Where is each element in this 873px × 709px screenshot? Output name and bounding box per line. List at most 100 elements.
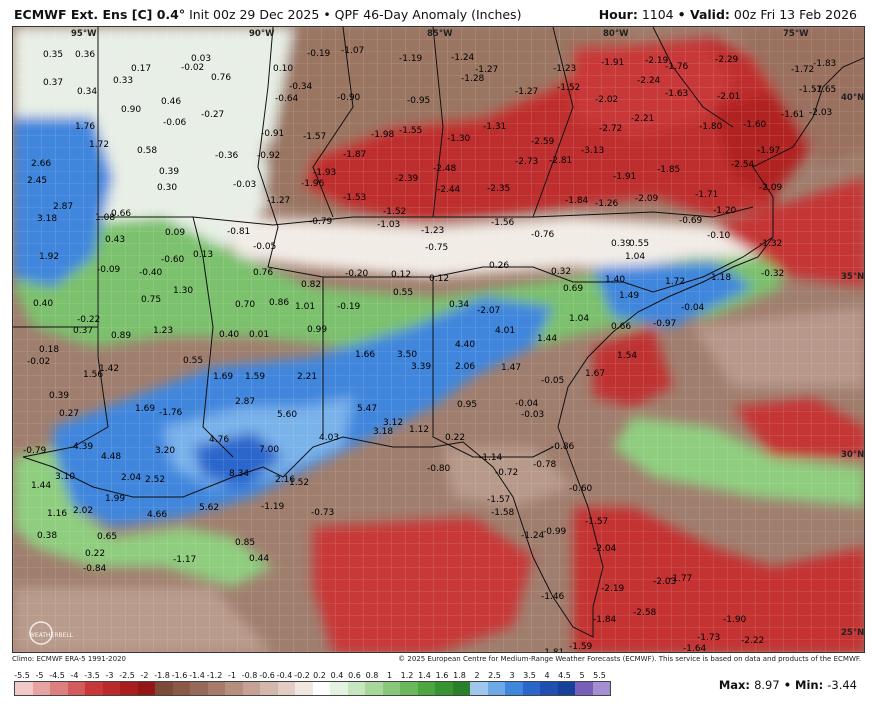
map-value-label: -1.20: [713, 206, 737, 216]
legend-swatch: [137, 682, 155, 695]
legend-swatch: [85, 682, 103, 695]
map-value-label: -2.24: [637, 76, 661, 86]
map-value-label: -3.13: [581, 146, 604, 156]
map-value-label: 5.62: [199, 503, 219, 513]
map-value-label: 1.99: [105, 494, 125, 504]
map-value-label: -1.80: [699, 122, 723, 132]
map-value-label: -1.27: [475, 65, 498, 75]
legend-swatch: [365, 682, 383, 695]
map-value-label: 1.08: [95, 213, 115, 223]
map-value-label: 7.00: [259, 445, 279, 455]
map-value-label: -2.09: [635, 194, 659, 204]
legend-tick-label: 3: [509, 671, 515, 680]
legend-tick-label: 1: [386, 671, 393, 680]
map-value-label: -0.73: [311, 508, 334, 518]
legend-swatch: [505, 682, 523, 695]
legend-tick-label: -3: [105, 671, 114, 680]
map-value-label: -0.86: [551, 442, 575, 452]
map-value-label: 0.38: [37, 531, 57, 541]
map-value-label: -0.34: [289, 82, 313, 92]
legend-swatch: [15, 682, 33, 695]
map-value-label: 0.36: [75, 50, 95, 60]
legend-swatch: [260, 682, 278, 695]
map-value-label: -2.72: [599, 124, 622, 134]
map-value-label: 0.03: [191, 54, 211, 64]
map-value-label: -0.80: [427, 464, 451, 474]
map-value-label: 0.37: [43, 78, 63, 88]
map-value-label: -1.60: [743, 120, 767, 130]
bullet-separator: •: [677, 7, 690, 22]
map-value-label: 0.10: [273, 64, 293, 74]
map-value-label: -0.05: [253, 242, 276, 252]
legend-swatch: [32, 682, 50, 695]
map-value-label: -0.75: [425, 243, 448, 253]
legend-tick-label: -4: [70, 671, 79, 680]
map-value-label: 1.76: [75, 122, 95, 132]
map-value-label: -1.19: [261, 502, 285, 512]
map-value-label: -1.46: [541, 592, 565, 602]
map-value-label: 3.12: [383, 418, 403, 428]
map-value-label: -0.32: [761, 269, 784, 279]
map-value-label: -1.76: [159, 408, 183, 418]
map-value-label: -1.85: [657, 165, 680, 175]
map-value-label: -1.84: [565, 196, 589, 206]
legend-tick-label: 1.8: [453, 671, 466, 680]
map-value-label: -2.21: [631, 114, 654, 124]
map-value-label: 0.85: [235, 538, 255, 548]
map-value-label: -0.03: [233, 180, 256, 190]
legend-swatch: [295, 682, 313, 695]
map-value-label: 0.75: [141, 295, 161, 305]
lon-label-95: 95°W: [71, 29, 97, 39]
map-value-label: 2.02: [73, 506, 93, 516]
map-value-label: 0.99: [307, 325, 327, 335]
map-value-label: 1.52: [289, 478, 309, 488]
legend-tick-label: 1.4: [418, 671, 431, 680]
map-value-label: -1.58: [491, 508, 515, 518]
map-header: ECMWF Ext. Ens [C] 0.4° Init 00z 29 Dec …: [0, 0, 873, 26]
map-value-label: -1.77: [669, 574, 692, 584]
map-value-label: -1.61: [781, 110, 804, 120]
map-value-label: 0.76: [211, 73, 231, 83]
legend-tick-label: -3.5: [84, 671, 100, 680]
map-value-label: -1.26: [595, 199, 619, 209]
map-value-label: 4.03: [319, 433, 339, 443]
map-value-label: 0.01: [249, 330, 269, 340]
map-value-label: 2.16: [275, 475, 295, 485]
map-value-label: 0.09: [165, 228, 185, 238]
map-value-label: 1.72: [89, 140, 109, 150]
map-value-label: 1.69: [135, 404, 155, 414]
map-value-label: -0.03: [521, 410, 544, 420]
map-value-label: -0.40: [139, 268, 163, 278]
map-value-label: 0.86: [269, 298, 289, 308]
county-grid: [13, 27, 864, 652]
map-value-label: -1.23: [421, 226, 444, 236]
forecast-hour: 1104: [641, 7, 674, 22]
valid-time: 00z Fri 13 Feb 2026: [733, 7, 857, 22]
legend-tick-label: 5.5: [593, 671, 606, 680]
map-value-label: -0.06: [163, 118, 187, 128]
map-value-label: 1.23: [153, 326, 173, 336]
map-value-label: 2.04: [121, 473, 141, 483]
map-value-label: 5.60: [277, 410, 297, 420]
map-value-label: 1.42: [99, 364, 119, 374]
map-value-label: -2.81: [549, 156, 572, 166]
map-value-label: -1.31: [483, 122, 506, 132]
map-value-label: 0.33: [113, 76, 133, 86]
legend-tick-label: -1: [228, 671, 236, 680]
map-value-label: -0.60: [161, 255, 185, 265]
map-value-label: -1.76: [665, 62, 689, 72]
map-value-label: 1.04: [569, 314, 589, 324]
map-value-label: 0.82: [301, 280, 321, 290]
map-value-label: -0.19: [337, 302, 361, 312]
legend-tick-label: 1.2: [400, 671, 414, 680]
map-value-label: 0.69: [563, 284, 583, 294]
map-value-label: 0.17: [131, 64, 151, 74]
map-value-label: -0.97: [653, 319, 676, 329]
legend-tick-label: -5: [35, 671, 44, 680]
legend-tick-label: -0.8: [241, 671, 258, 680]
legend-swatch: [347, 682, 365, 695]
weatherbell-logo: WEATHERBELL: [29, 621, 74, 645]
hour-label: Hour:: [598, 7, 638, 22]
map-value-label: -0.19: [307, 49, 331, 59]
map-value-label: -1.84: [593, 615, 617, 625]
